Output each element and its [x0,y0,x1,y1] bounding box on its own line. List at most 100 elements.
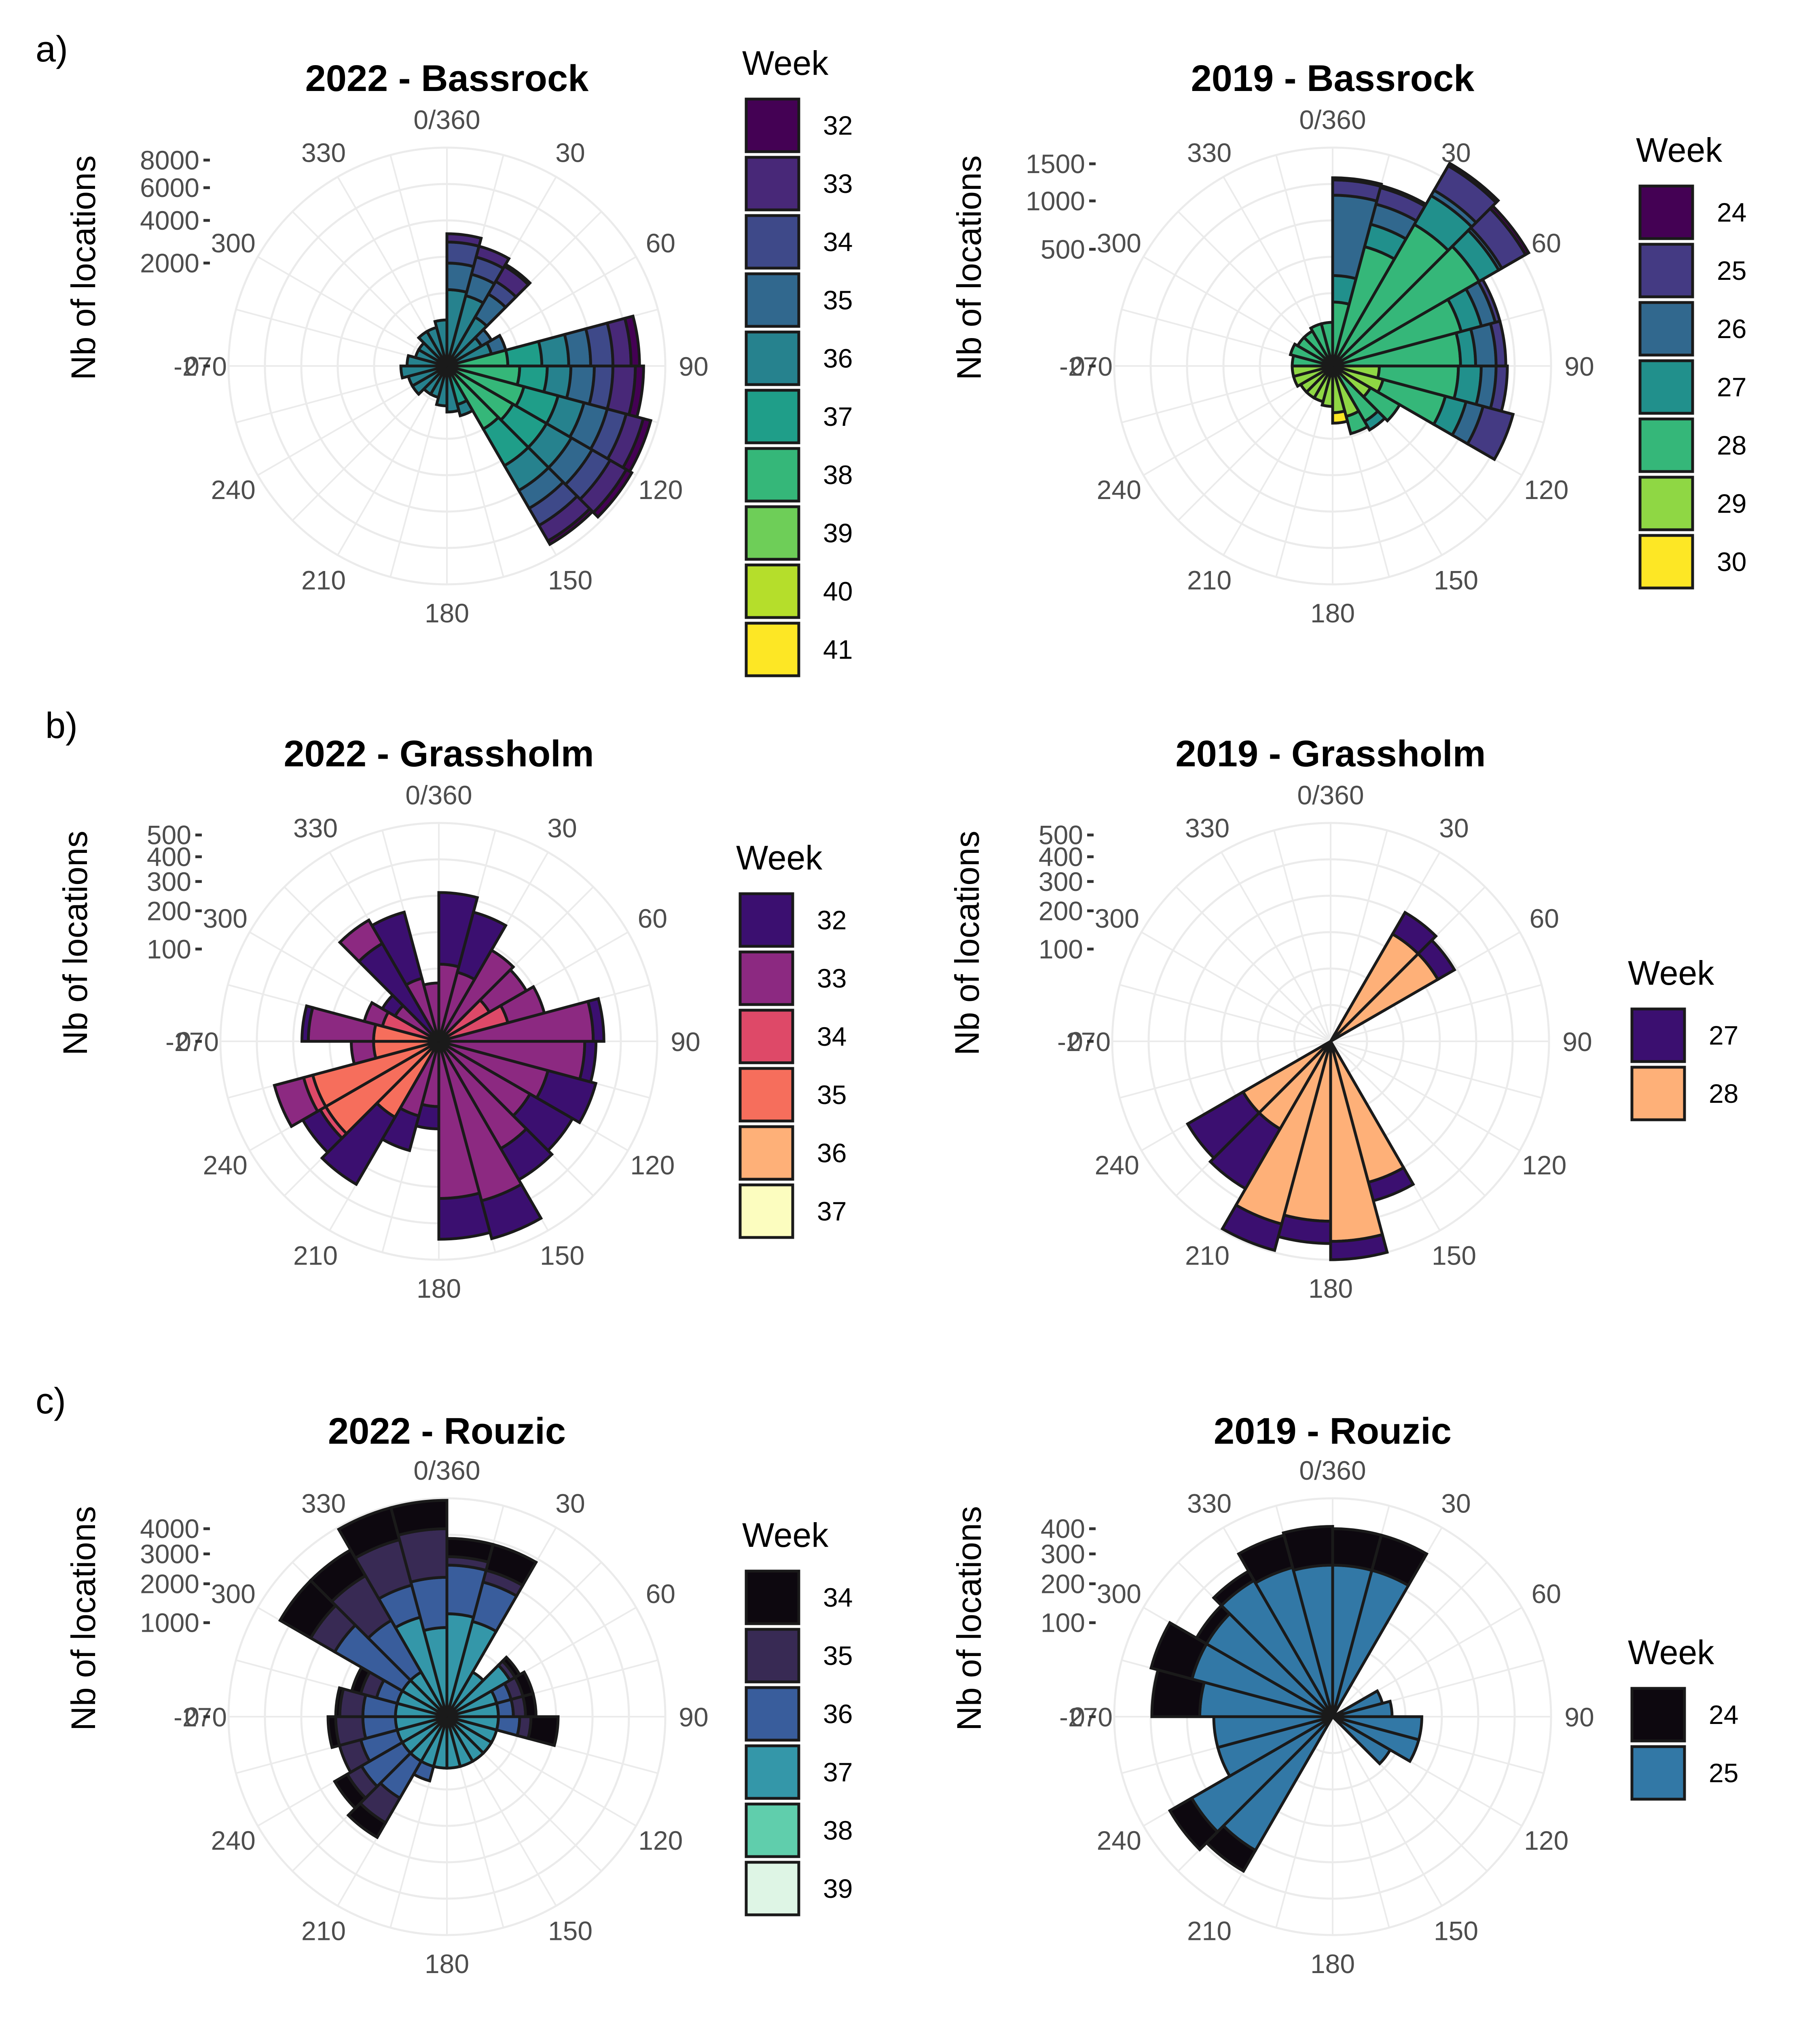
angle-label: 0/360 [413,105,480,135]
rose-segment [1488,204,1531,257]
rose-segment [399,364,447,380]
rose-segment [332,1772,368,1810]
angle-label: 120 [638,1825,683,1855]
legend-swatch [1630,1745,1686,1801]
tick-label: 6000 [140,173,199,203]
tick-label: 400 [1039,842,1083,872]
rose-chart-6: 0/360 30 60 90 120 150 180 210 240 -270 300 330 0 100… [950,1411,1738,1979]
rose-segment [484,1542,538,1588]
angle-label: 120 [1522,1150,1566,1180]
angle-label: -270 [165,1027,219,1057]
tick-label: 400 [147,842,191,872]
angle-label: 180 [1308,1273,1353,1303]
y-axis-title: Nb of locations [950,155,988,380]
legend-swatch [1638,476,1694,531]
legend-label: 34 [817,1022,847,1051]
legend-swatch [739,1125,794,1181]
rose-segment [1331,176,1383,188]
legend-swatch [739,892,794,948]
legend-label: 25 [1717,256,1746,286]
rose-segment [445,232,483,248]
legend-label: 32 [817,905,847,935]
angle-label: 210 [301,565,346,595]
legend-swatch [745,1802,800,1858]
angle-label: 240 [211,475,256,505]
legend-swatch [745,447,800,503]
legend-label: 39 [823,518,853,548]
radial-axis: 0 500 1000 1500 [1026,149,1096,381]
tick-label: 0 [184,1702,199,1732]
rose-segment [1390,910,1438,956]
rose-segment [338,918,385,964]
tick-label: 0 [1070,1702,1085,1732]
rose-segment [445,366,461,414]
tick-label: 0 [184,351,199,381]
chart-title: 2019 - Rouzic [1214,1411,1452,1452]
legend-swatch [1638,359,1694,415]
rose-segment [1220,1203,1284,1252]
angle-label: 60 [638,903,667,933]
angle-label: 150 [548,565,593,595]
rose-segment [586,997,605,1043]
angle-label: 90 [1564,1702,1594,1732]
rose-chart-1: 0/360 30 60 90 120 150 180 210 240 -270 300 330 0 200… [64,44,853,677]
angle-label: 0/360 [413,1455,480,1485]
angle-label: 300 [1095,903,1139,933]
angle-label: 0/360 [405,780,472,810]
legend-swatch [1638,417,1694,473]
chart-title: 2019 - Bassrock [1191,58,1475,99]
angle-label: 30 [547,813,577,843]
rose-segment [521,1692,538,1718]
legend-title: Week [1628,1633,1714,1671]
legend-title: Week [1636,131,1723,169]
rose-segment [591,467,634,519]
grid-spoke [1330,1041,1520,1151]
legend-swatch [745,97,800,153]
angle-label: 210 [301,1916,346,1946]
legend-swatch [1638,243,1694,298]
rose-chart-5: 0/360 30 60 90 120 150 180 210 240 -270 300 330 0 100… [64,1411,853,1979]
angle-label: 330 [1187,1489,1232,1519]
angle-label: -270 [174,1702,227,1732]
tick-label: 8000 [140,145,199,175]
angle-labels: 0/360 30 60 90 120 150 180 210 240 -270 300 330 [165,780,700,1303]
rose-segment [1344,409,1370,436]
rose-segment [1281,1525,1334,1572]
legend-swatch [745,1569,800,1625]
legend-label: 34 [823,1582,853,1612]
legend-title: Week [736,839,823,877]
rose-segment [389,1499,449,1537]
legend-swatch [1630,1687,1686,1743]
legend-label: 37 [823,402,853,431]
tick-label: 500 [1041,234,1085,264]
rose-bars [1289,161,1531,461]
rose-segment [334,1686,345,1718]
angle-label: 210 [1187,565,1232,595]
tick-label: 100 [1041,1608,1085,1638]
rose-segment [1331,409,1349,425]
angle-label: 300 [203,903,248,933]
grid-spoke [1330,1041,1542,1099]
rose-segment [1331,1715,1393,1766]
legend-label: 39 [823,1874,853,1904]
rose-segment [455,398,475,418]
rose-segment [350,1040,378,1066]
legend-swatch [1638,301,1694,357]
rose-segment [535,1069,598,1125]
tick-label: 500 [147,820,191,850]
legend-label: 38 [823,460,853,490]
panel-label-c: c) [36,1381,66,1421]
angle-label: 30 [1441,1489,1471,1519]
chart-title: 2019 - Grassholm [1175,733,1486,774]
rose-segment [495,1715,521,1737]
angle-label: 150 [1434,1916,1478,1946]
angle-label: 180 [1310,598,1355,628]
legend-label: 28 [1717,430,1746,460]
tick-label: 0 [176,1026,191,1056]
legend-label: 35 [823,285,853,315]
angle-label: 30 [555,138,585,168]
angle-label: 180 [1310,1949,1355,1979]
legend-swatch [739,950,794,1006]
